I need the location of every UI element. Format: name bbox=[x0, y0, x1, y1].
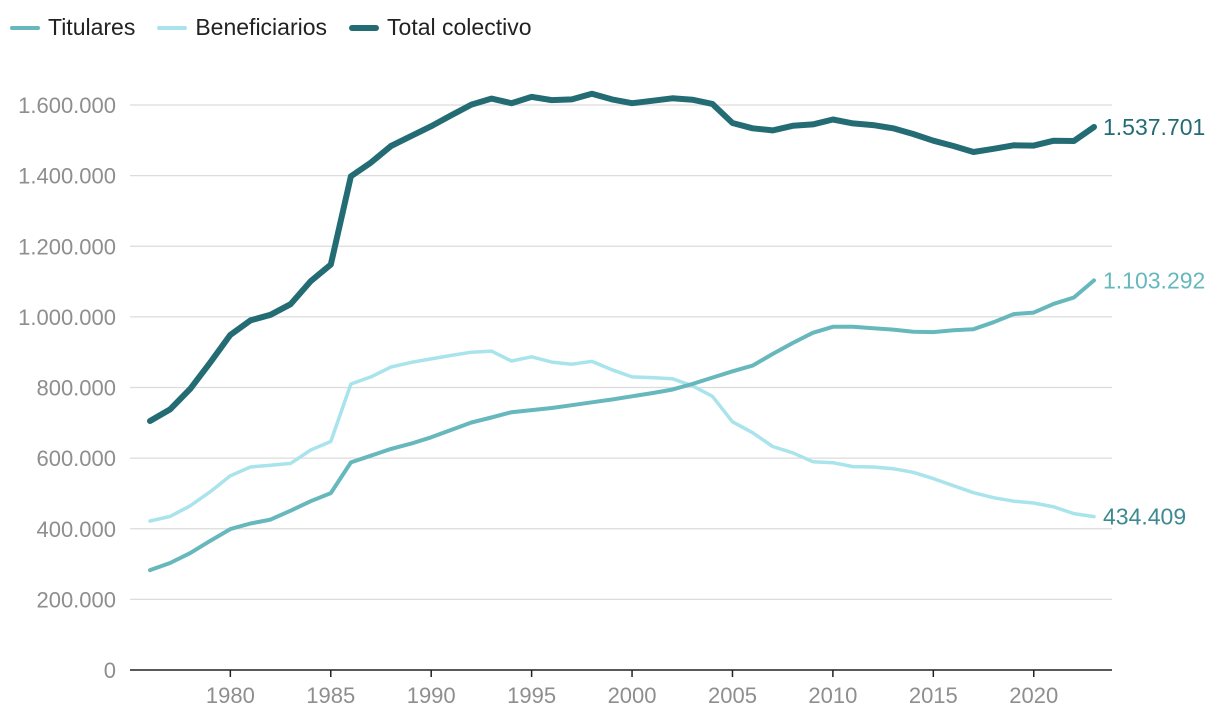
legend-swatch-total-colectivo bbox=[349, 24, 380, 31]
y-tick-label: 200.000 bbox=[36, 587, 116, 612]
x-tick-label: 2020 bbox=[1009, 683, 1058, 708]
series-line-beneficiarios bbox=[148, 349, 1096, 523]
end-label-beneficiarios: 434.409 bbox=[1103, 504, 1186, 530]
legend-item-beneficiarios[interactable]: Beneficiarios bbox=[157, 14, 327, 41]
legend-label-total-colectivo: Total colectivo bbox=[387, 14, 532, 40]
x-tick-label: 1995 bbox=[507, 683, 556, 708]
legend-item-total-colectivo[interactable]: Total colectivo bbox=[349, 14, 532, 41]
legend-label-titulares: Titulares bbox=[48, 14, 136, 40]
legend-swatch-titulares bbox=[10, 25, 40, 30]
x-tick-label: 1990 bbox=[407, 683, 456, 708]
legend-item-titulares[interactable]: Titulares bbox=[10, 14, 135, 41]
y-tick-label: 600.000 bbox=[36, 446, 116, 471]
y-tick-label: 0 bbox=[104, 658, 116, 683]
end-label-total-colectivo: 1.537.701 bbox=[1103, 114, 1205, 140]
y-tick-label: 1.000.000 bbox=[18, 305, 116, 330]
legend-label-beneficiarios: Beneficiarios bbox=[195, 14, 328, 40]
x-tick-label: 1985 bbox=[306, 683, 355, 708]
x-axis: 1980 1985 1990 1995 2000 2005 2010 2015 2020 bbox=[130, 669, 1112, 708]
y-tick-label: 800.000 bbox=[36, 376, 116, 401]
legend: Titulares Beneficiarios Total colectivo bbox=[10, 14, 532, 41]
end-labels: 434.409 1.103.292 1.537.701 bbox=[1103, 114, 1205, 530]
x-tick-label: 2005 bbox=[708, 683, 757, 708]
y-tick-label: 1.600.000 bbox=[18, 93, 116, 118]
series-line-total-colectivo bbox=[147, 90, 1097, 424]
y-axis-ticks: 0 200.000 400.000 600.000 800.000 1.000.000 1.… bbox=[18, 93, 116, 683]
end-label-titulares: 1.103.292 bbox=[1103, 267, 1205, 293]
x-tick-label: 2000 bbox=[608, 683, 657, 708]
x-tick-label: 2015 bbox=[909, 683, 958, 708]
y-tick-label: 400.000 bbox=[36, 517, 116, 542]
y-tick-label: 1.400.000 bbox=[18, 164, 116, 189]
x-tick-label: 2010 bbox=[808, 683, 857, 708]
legend-swatch-beneficiarios bbox=[157, 25, 188, 30]
series-lines bbox=[147, 90, 1097, 573]
series-line-titulares bbox=[148, 278, 1096, 573]
gridlines bbox=[130, 104, 1112, 600]
y-tick-label: 1.200.000 bbox=[18, 234, 116, 259]
x-tick-label: 1980 bbox=[206, 683, 255, 708]
